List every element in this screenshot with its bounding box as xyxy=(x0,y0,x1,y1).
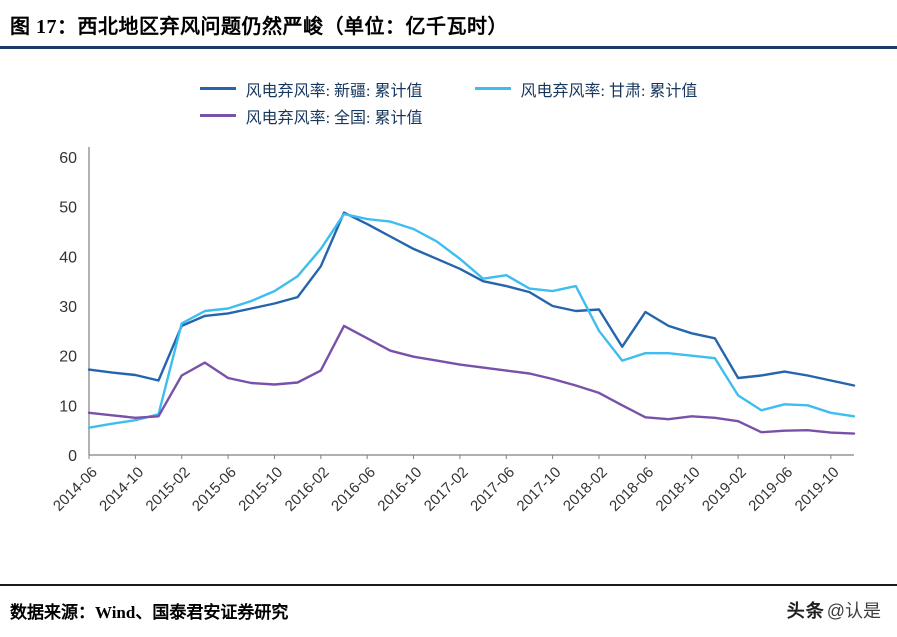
line-chart-svg: 0 10 20 30 40 50 60 2014-062014-102015-022015-0… xyxy=(49,147,855,515)
svg-text:40: 40 xyxy=(59,249,77,266)
svg-text:2015-10: 2015-10 xyxy=(235,464,286,515)
legend-row-2: 风电弃风率: 全国: 累计值 xyxy=(199,102,423,129)
legend-label-gansu: 风电弃风率: 甘肃: 累计值 xyxy=(520,82,698,100)
svg-text:20: 20 xyxy=(59,349,77,366)
svg-text:2018-06: 2018-06 xyxy=(606,464,657,515)
svg-text:2015-06: 2015-06 xyxy=(188,464,239,515)
data-source-text: 数据来源：Wind、国泰君安证券研究 xyxy=(10,602,289,622)
svg-text:2016-02: 2016-02 xyxy=(281,464,332,515)
svg-text:2019-06: 2019-06 xyxy=(745,464,796,515)
legend-item-xinjiang: 风电弃风率: 新疆: 累计值 xyxy=(199,77,423,101)
watermark-brand: 头条 xyxy=(786,601,825,621)
legend-item-gansu: 风电弃风率: 甘肃: 累计值 xyxy=(474,77,698,101)
legend-row-1: 风电弃风率: 新疆: 累计值 风电弃风率: 甘肃: 累计值 xyxy=(199,75,698,102)
legend-label-xinjiang: 风电弃风率: 新疆: 累计值 xyxy=(245,82,423,100)
svg-text:60: 60 xyxy=(59,150,77,167)
legend: 风电弃风率: 新疆: 累计值 风电弃风率: 甘肃: 累计值 风电弃风率: 全国:… xyxy=(199,75,698,129)
svg-text:2015-02: 2015-02 xyxy=(142,464,193,515)
watermark: 头条 @认是 xyxy=(787,597,881,623)
svg-text:2017-02: 2017-02 xyxy=(420,464,471,515)
svg-text:2018-10: 2018-10 xyxy=(652,464,703,515)
svg-text:50: 50 xyxy=(59,200,77,217)
header-rule xyxy=(0,46,897,49)
svg-text:2017-06: 2017-06 xyxy=(467,464,518,515)
svg-text:2016-10: 2016-10 xyxy=(374,464,425,515)
legend-label-national: 风电弃风率: 全国: 累计值 xyxy=(245,109,423,127)
chart-area: 0 10 20 30 40 50 60 2014-06 2014-10 2015-02 2015-0… xyxy=(34,131,864,581)
svg-text:0: 0 xyxy=(68,448,77,465)
legend-marker xyxy=(199,87,236,90)
svg-text:30: 30 xyxy=(59,299,77,316)
svg-text:2014-06: 2014-06 xyxy=(49,464,100,515)
legend-marker xyxy=(474,87,511,90)
svg-text:2019-02: 2019-02 xyxy=(698,464,749,515)
svg-text:10: 10 xyxy=(59,398,77,415)
page-title: 图 17：西北地区弃风问题仍然严峻（单位：亿千瓦时） xyxy=(10,16,508,38)
svg-text:2016-06: 2016-06 xyxy=(328,464,379,515)
legend-item-national: 风电弃风率: 全国: 累计值 xyxy=(199,104,423,128)
footer: 数据来源：Wind、国泰君安证券研究 头条 @认是 xyxy=(0,584,897,637)
svg-text:2019-10: 2019-10 xyxy=(791,464,842,515)
svg-text:2018-02: 2018-02 xyxy=(559,464,610,515)
watermark-handle: @认是 xyxy=(826,601,881,621)
svg-text:2014-10: 2014-10 xyxy=(96,464,147,515)
header: 图 17：西北地区弃风问题仍然严峻（单位：亿千瓦时） xyxy=(0,0,897,39)
svg-text:2017-10: 2017-10 xyxy=(513,464,564,515)
legend-marker xyxy=(199,114,236,117)
